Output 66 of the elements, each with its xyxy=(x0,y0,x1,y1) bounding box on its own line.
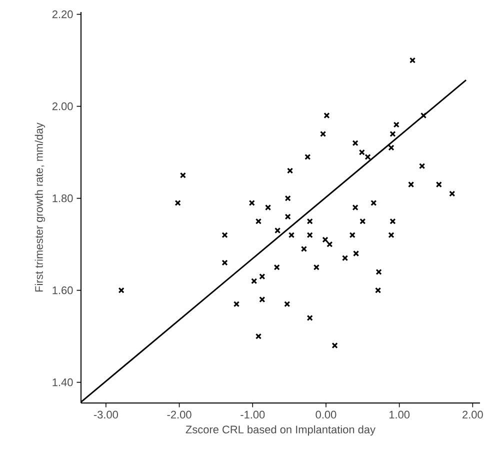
point xyxy=(360,218,366,224)
point xyxy=(251,278,258,284)
point xyxy=(306,232,313,238)
point xyxy=(300,246,308,252)
point xyxy=(255,218,262,224)
point xyxy=(288,232,295,238)
point xyxy=(286,168,294,174)
x-tick-label: 1.00 xyxy=(389,410,410,419)
point xyxy=(370,200,377,206)
point xyxy=(284,195,291,202)
x-tick-label: -1.00 xyxy=(240,410,265,419)
point xyxy=(313,264,320,270)
point xyxy=(449,190,456,197)
point xyxy=(352,204,358,211)
point xyxy=(248,200,255,206)
point xyxy=(393,122,400,128)
x-tick-label: 0.00 xyxy=(316,410,336,419)
y-tick-label: 2.20 xyxy=(52,10,73,18)
point xyxy=(376,268,382,275)
point xyxy=(324,112,330,119)
point xyxy=(274,227,281,234)
point xyxy=(408,181,414,188)
point xyxy=(274,264,280,270)
point xyxy=(306,218,313,224)
y-tick-label: 1.40 xyxy=(52,378,73,386)
y-tick-label: 2.00 xyxy=(52,102,73,110)
point xyxy=(364,154,371,160)
point xyxy=(320,130,326,137)
point xyxy=(264,204,272,211)
point xyxy=(233,301,240,308)
point xyxy=(358,149,365,156)
x-tick-label: 2.00 xyxy=(462,410,483,419)
point xyxy=(388,232,394,238)
y-tick-label: 1.80 xyxy=(52,194,73,202)
point xyxy=(284,301,290,308)
point xyxy=(390,218,396,224)
y-tick-label: 1.60 xyxy=(52,286,73,294)
point xyxy=(222,232,228,238)
point xyxy=(222,260,228,266)
point xyxy=(420,112,427,119)
point xyxy=(352,140,358,146)
point xyxy=(332,342,338,349)
point xyxy=(322,236,328,243)
x-tick-label: -3.00 xyxy=(94,410,118,419)
point xyxy=(306,314,313,321)
point xyxy=(259,296,266,303)
point xyxy=(284,214,291,220)
point xyxy=(349,232,356,238)
y-axis-title: First trimester growth rate, mm/day xyxy=(34,122,46,292)
x-axis-title: Zscore CRL based on Implantation day xyxy=(186,425,376,436)
point xyxy=(174,200,181,206)
point xyxy=(180,172,186,178)
point xyxy=(342,255,348,262)
point xyxy=(352,250,360,257)
point xyxy=(326,241,333,248)
point xyxy=(259,273,266,280)
point xyxy=(304,154,311,160)
point xyxy=(390,130,396,137)
x-tick-label: -2.00 xyxy=(167,410,192,419)
point xyxy=(436,181,442,188)
point xyxy=(419,163,426,170)
point xyxy=(255,333,262,340)
point xyxy=(409,57,416,64)
point xyxy=(388,144,394,151)
point xyxy=(118,287,124,294)
point xyxy=(375,287,382,294)
